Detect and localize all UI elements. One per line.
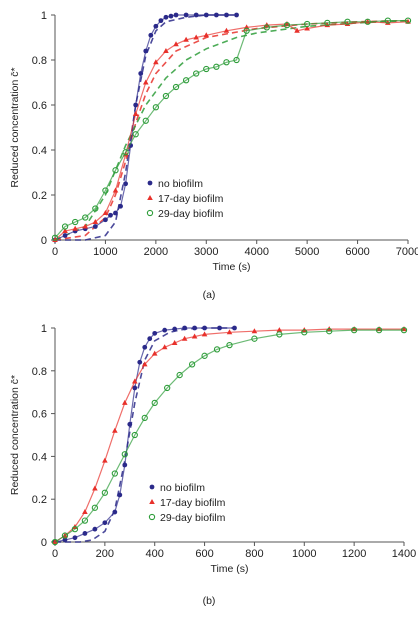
chart-panel-b: 0 0.2 0.4 0.6 0.8 1 0 200 400 600 800 1000 1200 1400 T… <box>9 323 416 607</box>
data-point <box>164 384 171 392</box>
y-tick-label: 0.6 <box>32 100 47 112</box>
data-point <box>226 341 233 349</box>
data-point <box>101 489 109 496</box>
series-17-day-biofilm <box>52 18 411 242</box>
data-point <box>213 63 220 70</box>
data-point <box>142 117 149 124</box>
data-point <box>176 371 183 379</box>
series-trace <box>54 328 404 543</box>
y-tick-label: 0.8 <box>32 366 47 378</box>
chart-panel-a: 0 0.2 0.4 0.6 0.8 1 0 1000 2000 3000 4000 5000 6000 7… <box>9 10 418 301</box>
data-point <box>172 83 180 91</box>
data-point <box>82 214 89 221</box>
data-point <box>152 104 160 111</box>
data-point <box>71 526 79 533</box>
y-tick-label: 0.2 <box>32 494 47 506</box>
data-point <box>151 399 158 407</box>
y-tick-label: 0.8 <box>32 55 47 67</box>
fit-curve <box>55 14 237 241</box>
data-point <box>61 223 69 230</box>
data-point <box>193 70 200 77</box>
x-tick-label: 4000 <box>244 246 268 258</box>
fit-curve <box>54 19 409 241</box>
legend-marker <box>146 209 154 217</box>
fit-curve <box>55 327 235 543</box>
data-point <box>131 431 138 439</box>
y-axis-label: Reduced concentration c̄* <box>9 375 21 495</box>
data-point <box>72 218 79 226</box>
data-point <box>91 504 99 511</box>
legend-label: no biofilm <box>160 482 205 494</box>
y-tick-label: 0.4 <box>32 145 47 157</box>
data-point <box>141 414 148 422</box>
x-tick-label: 6000 <box>345 246 369 258</box>
y-tick-label: 0.6 <box>32 409 47 421</box>
series-17-day-biofilm <box>52 326 407 544</box>
legend-marker <box>147 180 153 186</box>
series-trace <box>54 329 404 543</box>
x-tick-label: 2000 <box>144 246 168 258</box>
y-tick-label: 1 <box>41 323 47 335</box>
x-tick-label: 200 <box>96 548 114 560</box>
x-tick-label: 0 <box>52 246 58 258</box>
x-axis-label: Time (s) <box>210 563 248 575</box>
y-tick-label: 0 <box>41 235 47 247</box>
data-point <box>213 346 221 353</box>
series-trace <box>54 327 235 543</box>
series-trace <box>54 20 408 239</box>
x-tick-label: 600 <box>195 548 213 560</box>
x-tick-label: 1200 <box>342 548 366 560</box>
data-point <box>51 538 59 546</box>
data-point <box>112 167 119 174</box>
panel-label: (b) <box>203 595 216 607</box>
x-tick-label: 5000 <box>295 246 319 258</box>
data-point <box>102 187 109 194</box>
series-trace <box>54 21 409 241</box>
data-point <box>234 12 239 18</box>
legend-label: 29-day biofilm <box>158 208 224 220</box>
panel-label: (a) <box>203 289 216 301</box>
data-point <box>111 470 118 477</box>
data-point <box>51 234 59 241</box>
legend-label: no biofilm <box>158 178 203 190</box>
data-point <box>182 77 190 84</box>
legend-marker <box>149 499 155 504</box>
legend-label: 17-day biofilm <box>160 497 226 509</box>
y-tick-label: 0.4 <box>32 451 47 463</box>
y-tick-label: 0.2 <box>32 190 47 202</box>
x-tick-label: 1000 <box>93 246 117 258</box>
y-tick-label: 1 <box>41 10 47 22</box>
x-tick-label: 1000 <box>292 548 316 560</box>
series-trace <box>54 14 237 241</box>
x-tick-label: 800 <box>245 548 263 560</box>
data-point <box>122 149 129 156</box>
x-axis-label: Time (s) <box>212 261 250 273</box>
legend-marker <box>149 484 155 490</box>
y-axis-label: Reduced concentration c̄* <box>9 67 21 187</box>
x-tick-label: 400 <box>146 548 164 560</box>
legend-marker <box>148 513 156 521</box>
legend-label: 29-day biofilm <box>160 512 226 524</box>
x-tick-label: 7000 <box>396 246 418 258</box>
legend-marker <box>147 195 153 200</box>
data-point <box>92 205 99 212</box>
y-tick-label: 0 <box>41 537 47 549</box>
data-point <box>121 451 128 458</box>
data-point <box>132 131 139 138</box>
data-point <box>162 92 170 100</box>
series-29-day-biofilm <box>51 326 408 546</box>
x-tick-label: 3000 <box>194 246 218 258</box>
data-point <box>201 352 208 359</box>
data-point <box>61 532 69 539</box>
data-point <box>188 361 196 368</box>
series-29-day-biofilm <box>51 17 412 241</box>
legend-label: 17-day biofilm <box>158 193 224 205</box>
x-tick-label: 0 <box>52 548 58 560</box>
x-tick-label: 1400 <box>392 548 416 560</box>
data-point <box>81 517 89 524</box>
